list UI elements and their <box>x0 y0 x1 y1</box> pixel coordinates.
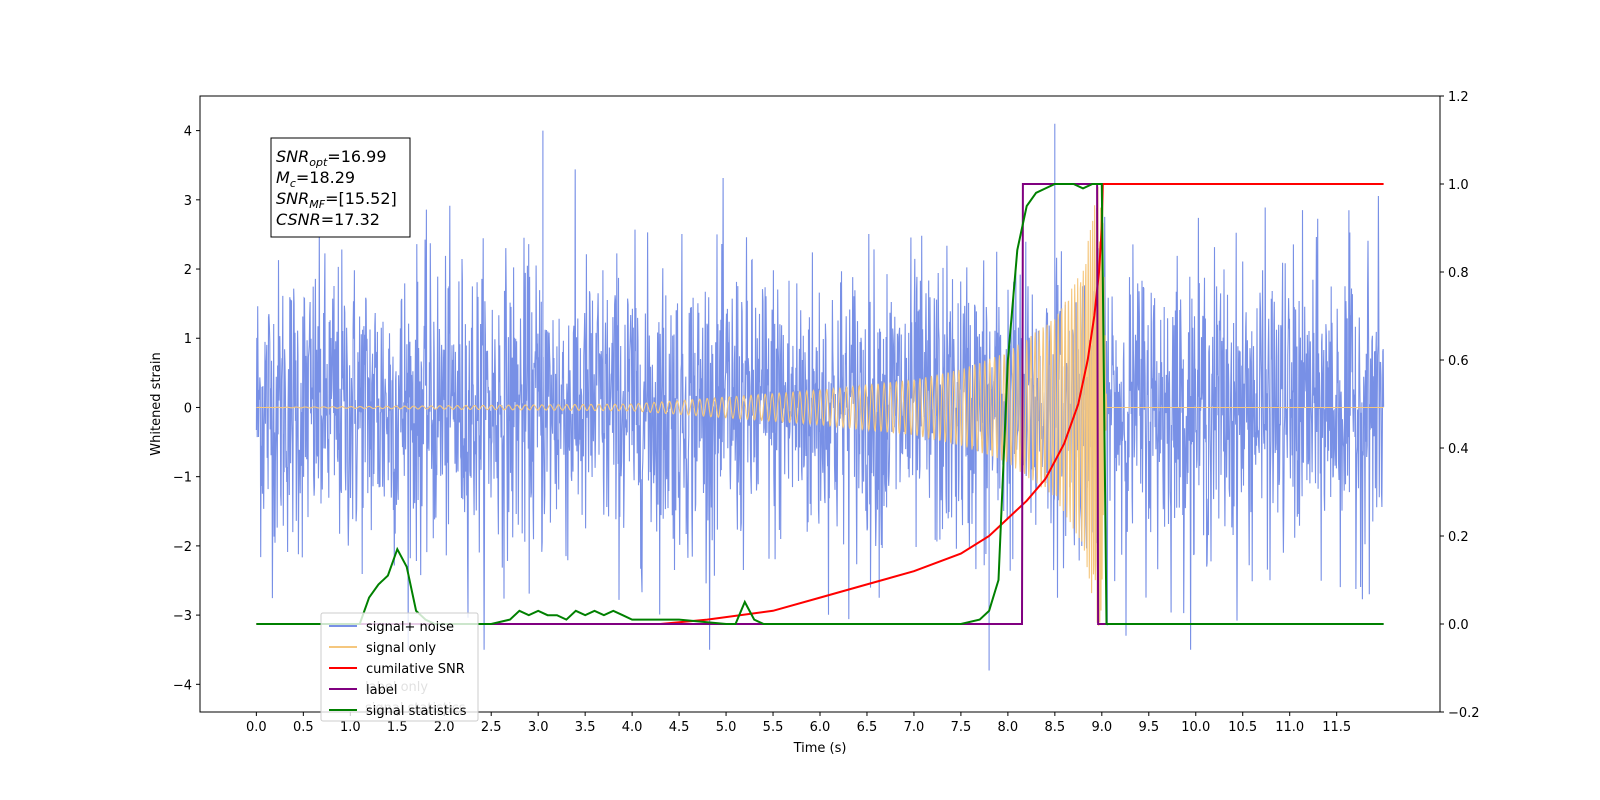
legend-label: cumilative SNR <box>366 662 465 677</box>
y-right-tick-label: 0.4 <box>1448 442 1469 457</box>
y-right-tick-label: 0.6 <box>1448 354 1469 369</box>
x-tick-label: 6.5 <box>857 720 878 735</box>
x-tick-label: 0.5 <box>293 720 314 735</box>
x-tick-label: 10.5 <box>1228 720 1257 735</box>
y-right-tick-label: 0.0 <box>1448 618 1469 633</box>
plot-series-group <box>255 123 1385 671</box>
x-tick-label: 6.0 <box>810 720 831 735</box>
x-tick-label: 5.0 <box>716 720 737 735</box>
x-tick-label: 10.0 <box>1181 720 1210 735</box>
y-right-tick-label: −0.2 <box>1448 706 1480 721</box>
y-left-tick-label: 4 <box>184 125 192 140</box>
x-tick-label: 4.0 <box>622 720 643 735</box>
legend-frame <box>320 612 479 722</box>
legend-label: label <box>366 683 397 698</box>
y-left-tick-label: 1 <box>184 332 192 347</box>
annotation-line: SNRopt=16.99 <box>276 147 387 169</box>
x-tick-label: 1.5 <box>387 720 408 735</box>
annotation-line: SNRMF=[15.52] <box>276 189 397 211</box>
x-tick-label: 7.5 <box>951 720 972 735</box>
series-signal-noise-line <box>255 123 1385 671</box>
legend: label onlysignal statisticssignal+ noise… <box>320 612 479 722</box>
x-tick-label: 2.0 <box>434 720 455 735</box>
y-axis-label-left: Whitened strain <box>149 352 164 455</box>
x-tick-label: 1.0 <box>340 720 361 735</box>
x-tick-label: 9.0 <box>1091 720 1112 735</box>
y-left-tick-label: 0 <box>184 401 192 416</box>
x-tick-label: 8.5 <box>1045 720 1066 735</box>
series-signal-only-line <box>256 183 1384 626</box>
plot-area <box>255 123 1385 671</box>
x-tick-label: 7.0 <box>904 720 925 735</box>
x-tick-label: 11.0 <box>1275 720 1304 735</box>
y-left-tick-label: −4 <box>173 678 192 693</box>
x-tick-label: 5.5 <box>763 720 784 735</box>
x-tick-label: 3.5 <box>575 720 596 735</box>
x-tick-label: 4.5 <box>669 720 690 735</box>
x-tick-label: 0.0 <box>246 720 267 735</box>
x-tick-label: 8.0 <box>998 720 1019 735</box>
y-right-tick-label: 1.2 <box>1448 90 1469 105</box>
x-tick-label: 9.5 <box>1138 720 1159 735</box>
legend-label: signal only <box>366 641 436 656</box>
legend-label: signal statistics <box>366 704 467 719</box>
x-axis-label: Time (s) <box>793 741 847 756</box>
y-left-tick-label: 2 <box>184 263 192 278</box>
y-right-tick-label: 0.2 <box>1448 530 1469 545</box>
y-left-tick-label: −2 <box>173 540 192 555</box>
axis-ticks: 0.0 0.5 1.0 1.5 2.0 2.5 3.0 3.5 4.0 4.5 5.0 5.5 6.0 6… <box>173 90 1480 735</box>
y-right-tick-label: 1.0 <box>1448 178 1469 193</box>
annotation-frame <box>270 137 411 238</box>
annotation-line: CSNR=17.32 <box>276 210 380 229</box>
y-left-tick-label: 3 <box>184 194 192 209</box>
annotation-box: SNRopt=16.99Mc=18.29SNRMF=[15.52]CSNR=17… <box>270 137 411 238</box>
y-right-tick-label: 0.8 <box>1448 266 1469 281</box>
y-left-tick-label: −1 <box>173 471 192 486</box>
x-tick-label: 2.5 <box>481 720 502 735</box>
x-tick-label: 11.5 <box>1322 720 1351 735</box>
annotation-line: Mc=18.29 <box>276 168 355 190</box>
x-tick-label: 3.0 <box>528 720 549 735</box>
legend-label: signal+ noise <box>366 620 454 635</box>
y-left-tick-label: −3 <box>173 609 192 624</box>
